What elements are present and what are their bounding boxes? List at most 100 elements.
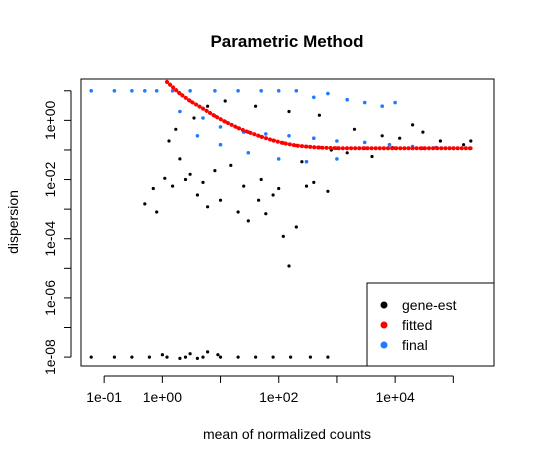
data-point-gene-est <box>305 185 308 188</box>
legend-label: gene-est <box>402 297 457 313</box>
data-point-gene-est <box>130 356 133 359</box>
data-point-gene-est <box>326 190 329 193</box>
data-point-gene-est <box>206 205 209 208</box>
data-point-gene-est <box>178 357 181 360</box>
data-point-gene-est <box>318 114 321 117</box>
data-point-final <box>380 104 384 108</box>
data-point-final <box>295 89 299 93</box>
data-point-gene-est <box>213 169 216 172</box>
data-point-gene-est <box>167 139 170 142</box>
data-point-gene-est <box>257 199 260 202</box>
x-axis: 1e-01 1e+00 1e+02 1e+04 <box>86 376 453 405</box>
data-point-final <box>312 136 316 140</box>
data-point-fitted <box>469 146 473 150</box>
data-point-gene-est <box>282 235 285 238</box>
data-point-final <box>345 98 349 102</box>
data-point-gene-est <box>201 181 204 184</box>
y-axis: 1e-08 1e-06 1e-04 1e-02 1e+00 <box>42 91 71 375</box>
data-point-final <box>388 143 392 147</box>
data-point-gene-est <box>206 105 209 108</box>
data-point-gene-est <box>247 219 250 222</box>
data-point-gene-est <box>411 123 414 126</box>
data-point-fitted <box>223 120 227 124</box>
data-point-final <box>188 89 192 93</box>
data-point-fitted <box>247 130 251 134</box>
y-axis-label: dispersion <box>5 190 21 254</box>
data-point-gene-est <box>90 356 93 359</box>
data-point-final <box>312 96 316 100</box>
data-point-gene-est <box>277 187 280 190</box>
data-point-gene-est <box>439 139 442 142</box>
data-point-gene-est <box>184 178 187 181</box>
x-tick-label: 1e+04 <box>375 389 415 405</box>
data-point-final <box>326 92 330 96</box>
data-point-gene-est <box>421 131 424 134</box>
data-point-final <box>305 160 309 164</box>
data-point-gene-est <box>346 151 349 154</box>
data-point-gene-est <box>216 353 219 356</box>
legend-marker <box>381 302 388 309</box>
data-point-final <box>277 157 281 161</box>
data-point-gene-est <box>163 177 166 180</box>
y-tick-label: 1e-02 <box>42 161 58 197</box>
data-point-final <box>335 139 339 143</box>
data-point-fitted <box>201 107 205 111</box>
data-point-gene-est <box>353 128 356 131</box>
legend-marker <box>381 342 388 349</box>
data-point-fitted <box>236 126 240 130</box>
y-tick-label: 1e+00 <box>42 100 58 140</box>
data-point-final <box>219 125 223 129</box>
data-point-gene-est <box>189 173 192 176</box>
data-point-fitted <box>165 80 169 84</box>
chart-title: Parametric Method <box>210 32 363 51</box>
data-point-gene-est <box>171 185 174 188</box>
data-point-gene-est <box>287 110 290 113</box>
data-point-fitted <box>421 146 425 150</box>
data-point-fitted <box>188 99 192 103</box>
data-point-gene-est <box>178 157 181 160</box>
data-point-fitted <box>295 144 299 148</box>
data-point-fitted <box>213 114 217 118</box>
data-point-final <box>363 141 367 145</box>
data-point-final <box>143 89 147 93</box>
data-point-gene-est <box>155 210 158 213</box>
legend-label: final <box>402 337 428 353</box>
data-point-final <box>219 143 223 147</box>
data-point-final <box>247 151 251 155</box>
data-point-gene-est <box>272 356 275 359</box>
data-point-final <box>130 89 134 93</box>
data-point-gene-est <box>189 352 192 355</box>
data-point-gene-est <box>237 356 240 359</box>
data-point-final <box>196 134 200 138</box>
data-point-fitted <box>318 146 322 150</box>
data-point-gene-est <box>237 210 240 213</box>
data-point-gene-est <box>148 356 151 359</box>
data-point-final <box>287 134 291 138</box>
data-point-gene-est <box>326 356 329 359</box>
data-point-gene-est <box>196 193 199 196</box>
data-point-gene-est <box>152 187 155 190</box>
data-point-final <box>113 89 117 93</box>
data-point-gene-est <box>260 178 263 181</box>
data-point-gene-est <box>165 356 168 359</box>
data-point-final <box>264 132 268 136</box>
data-point-final <box>236 89 240 93</box>
data-point-gene-est <box>184 356 187 359</box>
data-point-gene-est <box>161 353 164 356</box>
data-point-gene-est <box>192 116 195 119</box>
y-tick-label: 1e-04 <box>42 221 58 257</box>
data-point-gene-est <box>300 160 303 163</box>
data-point-gene-est <box>113 356 116 359</box>
data-point-fitted <box>271 139 275 143</box>
data-point-final <box>155 89 159 93</box>
data-point-fitted <box>335 146 339 150</box>
data-point-gene-est <box>264 212 267 215</box>
x-tick-label: 1e-01 <box>86 389 122 405</box>
data-point-gene-est <box>242 185 245 188</box>
data-point-gene-est <box>462 143 465 146</box>
data-point-final <box>213 89 217 93</box>
y-tick-label: 1e-08 <box>42 339 58 375</box>
data-point-gene-est <box>219 356 222 359</box>
data-point-gene-est <box>398 137 401 140</box>
